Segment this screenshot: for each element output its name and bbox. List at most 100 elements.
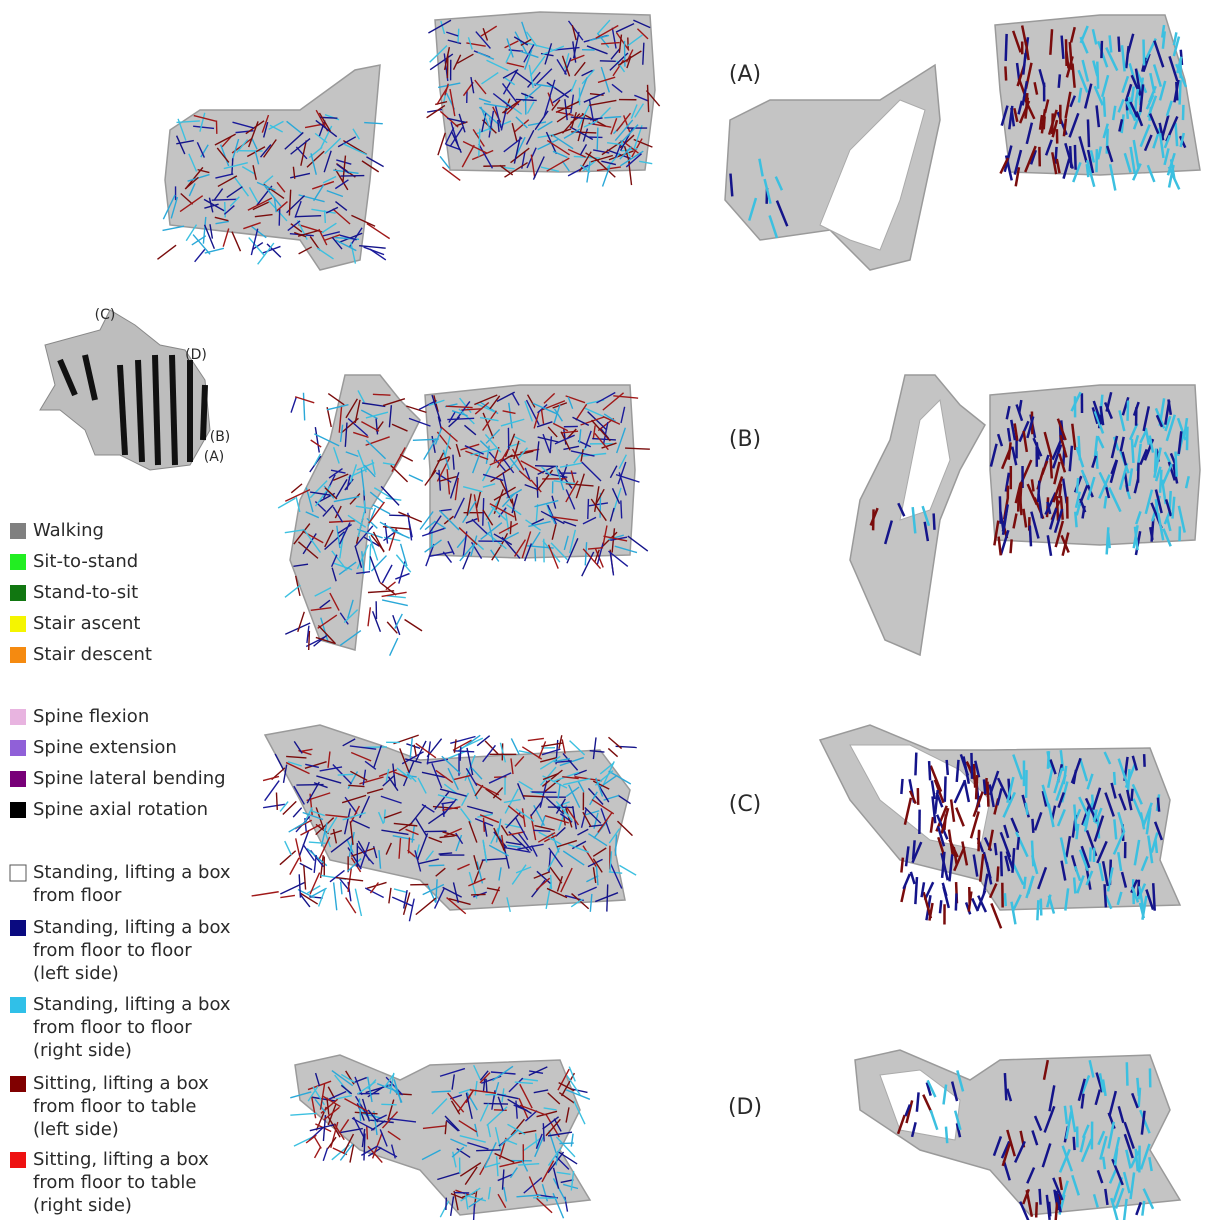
strain-line [979,830,980,852]
strain-line [1006,34,1007,61]
strain-line [290,858,299,875]
strain-line [1012,848,1014,873]
strain-line [559,735,562,749]
strain-line [516,99,537,100]
strain-line [328,1137,336,1148]
strain-line [431,1091,450,1092]
strain-line [1032,819,1033,833]
strain-line [309,631,310,650]
strain-line [400,455,413,462]
strain-line [263,804,285,807]
strain-line [283,801,296,814]
strain-line [291,484,302,493]
strain-line [409,837,410,853]
strain-line [988,782,989,807]
strain-line [280,895,295,897]
strain-line [911,872,915,884]
legend-swatch [10,802,26,818]
strain-line [368,607,370,626]
strain-line [1119,37,1120,52]
legend-swatch [10,585,26,601]
strain-line [588,499,589,519]
strain-line [1176,123,1178,146]
strain-line [597,128,598,150]
strain-line [279,209,280,226]
strain-line [904,874,910,889]
strain-line [440,1201,448,1217]
strain-line [252,892,279,896]
strain-line [438,133,445,155]
strain-line [1139,1088,1140,1107]
legend-swatch [10,1152,26,1168]
legend-swatch [10,920,26,936]
strain-line [1036,1202,1037,1217]
legend-label: Stair ascent [33,613,140,634]
strain-line [1090,847,1091,861]
strain-line [913,840,915,859]
legend-swatch [10,709,26,725]
strain-line [416,898,436,915]
strain-line [934,513,935,529]
legend-swatch [10,554,26,570]
legend-label: from floor to table [33,1096,196,1117]
strain-line [453,751,474,752]
strain-line [291,397,296,413]
strain-line [1114,772,1115,785]
strain-line [976,775,977,799]
strain-line [380,583,396,595]
strain-line [571,1134,573,1147]
strain-line [600,61,616,62]
strain-line [915,753,916,776]
strain-line [325,210,326,223]
strain-line [1030,526,1031,547]
strain-line [338,774,354,775]
figure: (C)(D)(B)(A) (A)(B)(C)(D)WalkingSit-to-s… [0,0,1211,1220]
strain-line [340,176,364,177]
strain-line [1077,478,1078,493]
strain-line [1075,145,1076,170]
strain-line [1105,884,1106,907]
legend-label: Standing, lifting a box [33,994,231,1015]
strain-line [382,565,392,583]
strain-line [359,246,386,248]
strain-line [314,855,316,873]
strain-line [311,440,322,447]
legend-label: Standing, lifting a box [33,917,231,938]
strain-line [1040,1189,1041,1205]
legend-label: Spine lateral bending [33,768,226,789]
strain-line [370,556,380,582]
strain-line [258,243,274,264]
strain-line [901,779,902,794]
strain-line [901,858,903,873]
strain-line [559,1143,573,1144]
strain-line [1059,74,1060,87]
strain-line [523,796,544,797]
strain-line [293,808,301,817]
strain-line [1155,449,1156,473]
strain-line [450,736,475,743]
strain-line [1107,527,1109,554]
strain-line [945,776,946,801]
strain-line [1155,840,1156,853]
strain-line [1050,29,1052,55]
strain-line [280,882,304,894]
strain-line [1026,803,1028,815]
strain-line [1037,900,1038,920]
strain-line [370,882,378,893]
strain-line [290,1113,316,1115]
strain-line [1160,470,1161,493]
strain-line [389,888,391,903]
strain-line [1062,36,1064,59]
strain-line [608,748,617,756]
strain-line [1144,754,1145,767]
strain-line [193,235,210,255]
strain-line [1128,401,1129,421]
inset-label: (A) [204,449,225,465]
panel-label: (A) [729,62,761,87]
legend-swatch [10,1076,26,1092]
strain-line [956,893,957,910]
legend-label: (left side) [33,963,119,984]
legend-label: Sitting, lifting a box [33,1073,209,1094]
strain-line [355,889,361,916]
strain-line [1105,496,1107,508]
